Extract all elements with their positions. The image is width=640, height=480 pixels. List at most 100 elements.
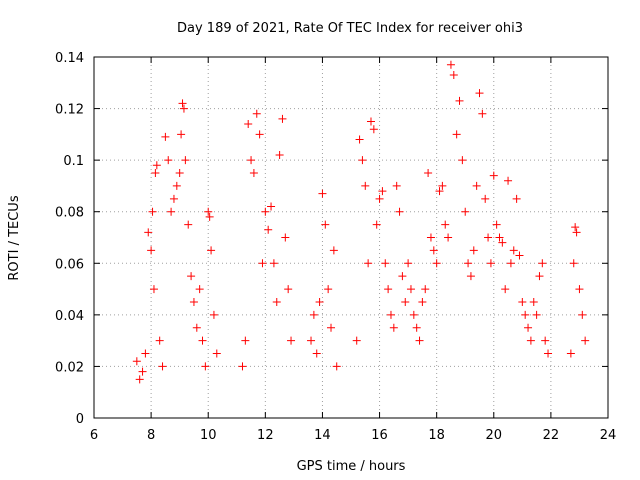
data-point — [572, 228, 581, 237]
data-point — [501, 285, 510, 294]
data-point — [281, 233, 290, 242]
y-tick-label: 0.06 — [55, 257, 84, 272]
data-point — [278, 114, 287, 123]
data-point — [178, 99, 187, 108]
data-point — [358, 156, 367, 165]
data-point — [207, 246, 216, 255]
data-point — [541, 336, 550, 345]
data-point — [575, 285, 584, 294]
data-point — [372, 220, 381, 229]
data-points — [132, 60, 590, 384]
y-axis-label: ROTI / TECUs — [7, 195, 22, 280]
data-point — [409, 310, 418, 319]
data-point — [324, 285, 333, 294]
y-tick-label: 0.08 — [55, 206, 84, 221]
data-point — [355, 135, 364, 144]
data-point — [429, 246, 438, 255]
data-point — [504, 176, 513, 185]
data-point — [275, 150, 284, 159]
data-point — [284, 285, 293, 294]
x-tick-label: 6 — [90, 428, 98, 443]
data-point — [384, 285, 393, 294]
data-point — [386, 310, 395, 319]
data-point — [366, 117, 375, 126]
data-point — [521, 310, 530, 319]
x-tick-label: 18 — [428, 428, 445, 443]
data-point — [578, 310, 587, 319]
data-point — [244, 120, 253, 129]
data-point — [571, 223, 580, 232]
data-point — [169, 194, 178, 203]
data-point — [464, 259, 473, 268]
data-point — [492, 220, 501, 229]
data-point — [466, 272, 475, 281]
data-point — [452, 130, 461, 139]
data-point — [238, 362, 247, 371]
data-point — [381, 259, 390, 268]
data-point — [198, 336, 207, 345]
data-point — [498, 238, 507, 247]
data-point — [526, 336, 535, 345]
data-point — [435, 187, 444, 196]
data-point — [201, 362, 210, 371]
plot-frame — [93, 56, 609, 419]
data-point — [189, 297, 198, 306]
data-point — [401, 297, 410, 306]
data-point — [132, 357, 141, 366]
data-point — [151, 169, 160, 178]
data-point — [446, 60, 455, 69]
data-point — [152, 161, 161, 170]
data-point — [144, 228, 153, 237]
data-point — [192, 323, 201, 332]
y-tick-label: 0.02 — [55, 360, 84, 375]
ticks: 6 8 10 12 14 16 18 20 22 24 0 0.02 0.04 0.06 0.08 0.1 0.… — [55, 51, 616, 443]
data-point — [364, 259, 373, 268]
data-point — [175, 169, 184, 178]
data-point — [544, 349, 553, 358]
data-point — [478, 109, 487, 118]
y-tick-label: 0.12 — [55, 103, 84, 118]
data-point — [138, 367, 147, 376]
y-tick-label: 0.04 — [55, 309, 84, 324]
y-tick-label: 0 — [76, 412, 84, 427]
data-point — [412, 323, 421, 332]
data-point — [438, 181, 447, 190]
data-point — [315, 297, 324, 306]
data-point — [252, 109, 261, 118]
data-point — [318, 189, 327, 198]
data-point — [566, 349, 575, 358]
data-point — [309, 310, 318, 319]
data-point — [581, 336, 590, 345]
data-point — [404, 259, 413, 268]
data-point — [484, 233, 493, 242]
x-tick-label: 10 — [200, 428, 217, 443]
data-point — [212, 349, 221, 358]
data-point — [458, 156, 467, 165]
data-point — [475, 89, 484, 98]
data-point — [512, 194, 521, 203]
data-point — [267, 202, 276, 211]
data-point — [205, 212, 214, 221]
data-point — [515, 251, 524, 260]
data-point — [421, 285, 430, 294]
data-point — [518, 297, 527, 306]
x-tick-label: 8 — [147, 428, 155, 443]
data-point — [441, 220, 450, 229]
data-point — [415, 336, 424, 345]
data-point — [149, 285, 158, 294]
data-point — [255, 130, 264, 139]
chart-title: Day 189 of 2021, Rate Of TEC Index for r… — [177, 21, 523, 36]
x-tick-label: 12 — [257, 428, 274, 443]
y-tick-label: 0.1 — [63, 154, 84, 169]
data-point — [287, 336, 296, 345]
x-tick-label: 22 — [543, 428, 560, 443]
data-point — [184, 220, 193, 229]
data-point — [426, 233, 435, 242]
data-point — [209, 310, 218, 319]
y-tick-label: 0.14 — [55, 51, 84, 66]
data-point — [378, 187, 387, 196]
data-point — [375, 194, 384, 203]
data-point — [179, 104, 188, 113]
data-point — [529, 297, 538, 306]
data-point — [195, 285, 204, 294]
